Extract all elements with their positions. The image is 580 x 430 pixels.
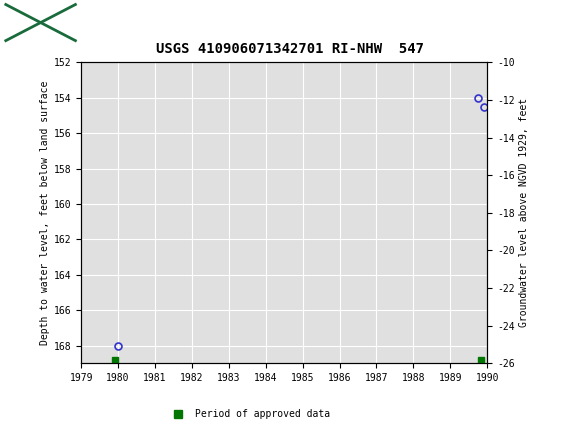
Text: USGS: USGS xyxy=(90,14,145,31)
Y-axis label: Depth to water level, feet below land surface: Depth to water level, feet below land su… xyxy=(39,81,50,345)
Y-axis label: Groundwater level above NGVD 1929, feet: Groundwater level above NGVD 1929, feet xyxy=(519,98,529,327)
Legend: Period of approved data: Period of approved data xyxy=(164,405,335,423)
Text: USGS 410906071342701 RI-NHW  547: USGS 410906071342701 RI-NHW 547 xyxy=(156,42,424,56)
